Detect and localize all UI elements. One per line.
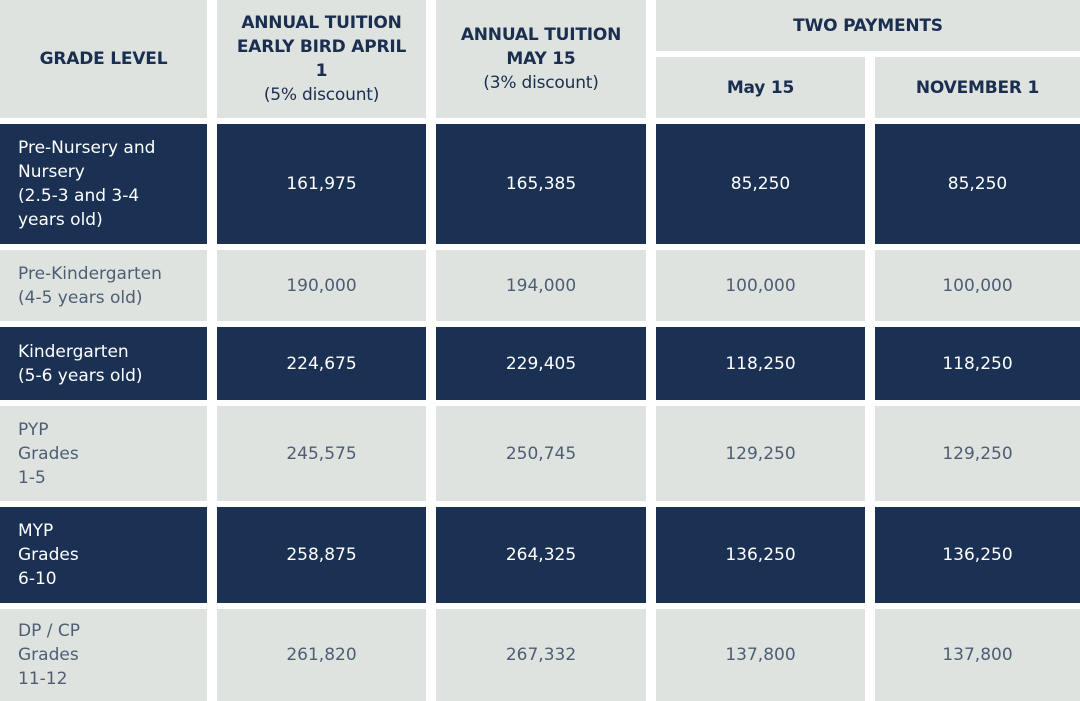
table-cell-early-bird: 261,820: [217, 609, 426, 701]
table-cell-payment2: 118,250: [875, 327, 1080, 400]
table-cell-early-bird: 161,975: [217, 124, 426, 244]
header-may15-title: ANNUAL TUITION MAY 15: [460, 25, 622, 69]
table-cell-payment2: 136,250: [875, 507, 1080, 603]
header-payment-may15: May 15: [656, 57, 865, 118]
table-row-grade: Pre-Nursery and Nursery (2.5-3 and 3-4 y…: [0, 124, 207, 244]
table-row-grade: PYP Grades 1-5: [0, 406, 207, 501]
header-payment-november1: NOVEMBER 1: [875, 57, 1080, 118]
table-cell-payment2: 100,000: [875, 250, 1080, 321]
table-cell-payment1: 129,250: [656, 406, 865, 501]
header-early-bird-title: ANNUAL TUITION EARLY BIRD APRIL 1: [236, 13, 407, 81]
table-cell-may15: 267,332: [436, 609, 646, 701]
header-two-payments: TWO PAYMENTS: [656, 0, 1080, 51]
table-row-grade: Kindergarten (5-6 years old): [0, 327, 207, 400]
table-cell-early-bird: 245,575: [217, 406, 426, 501]
table-cell-early-bird: 224,675: [217, 327, 426, 400]
table-cell-payment1: 85,250: [656, 124, 865, 244]
table-cell-payment1: 137,800: [656, 609, 865, 701]
table-row-grade: Pre-Kindergarten (4-5 years old): [0, 250, 207, 321]
header-may15: ANNUAL TUITION MAY 15 (3% discount): [436, 0, 646, 118]
table-cell-payment1: 136,250: [656, 507, 865, 603]
table-cell-payment2: 137,800: [875, 609, 1080, 701]
header-may15-discount: (3% discount): [483, 73, 599, 93]
table-row-grade: DP / CP Grades 11-12: [0, 609, 207, 701]
table-cell-may15: 264,325: [436, 507, 646, 603]
table-cell-payment1: 100,000: [656, 250, 865, 321]
header-early-bird: ANNUAL TUITION EARLY BIRD APRIL 1 (5% di…: [217, 0, 426, 118]
header-grade-level: GRADE LEVEL: [0, 0, 207, 118]
table-cell-payment2: 129,250: [875, 406, 1080, 501]
table-cell-may15: 194,000: [436, 250, 646, 321]
header-early-bird-discount: (5% discount): [263, 85, 380, 105]
table-cell-early-bird: 258,875: [217, 507, 426, 603]
table-cell-may15: 165,385: [436, 124, 646, 244]
table-cell-may15: 250,745: [436, 406, 646, 501]
table-cell-payment1: 118,250: [656, 327, 865, 400]
table-row-grade: MYP Grades 6-10: [0, 507, 207, 603]
table-cell-may15: 229,405: [436, 327, 646, 400]
table-cell-payment2: 85,250: [875, 124, 1080, 244]
table-cell-early-bird: 190,000: [217, 250, 426, 321]
